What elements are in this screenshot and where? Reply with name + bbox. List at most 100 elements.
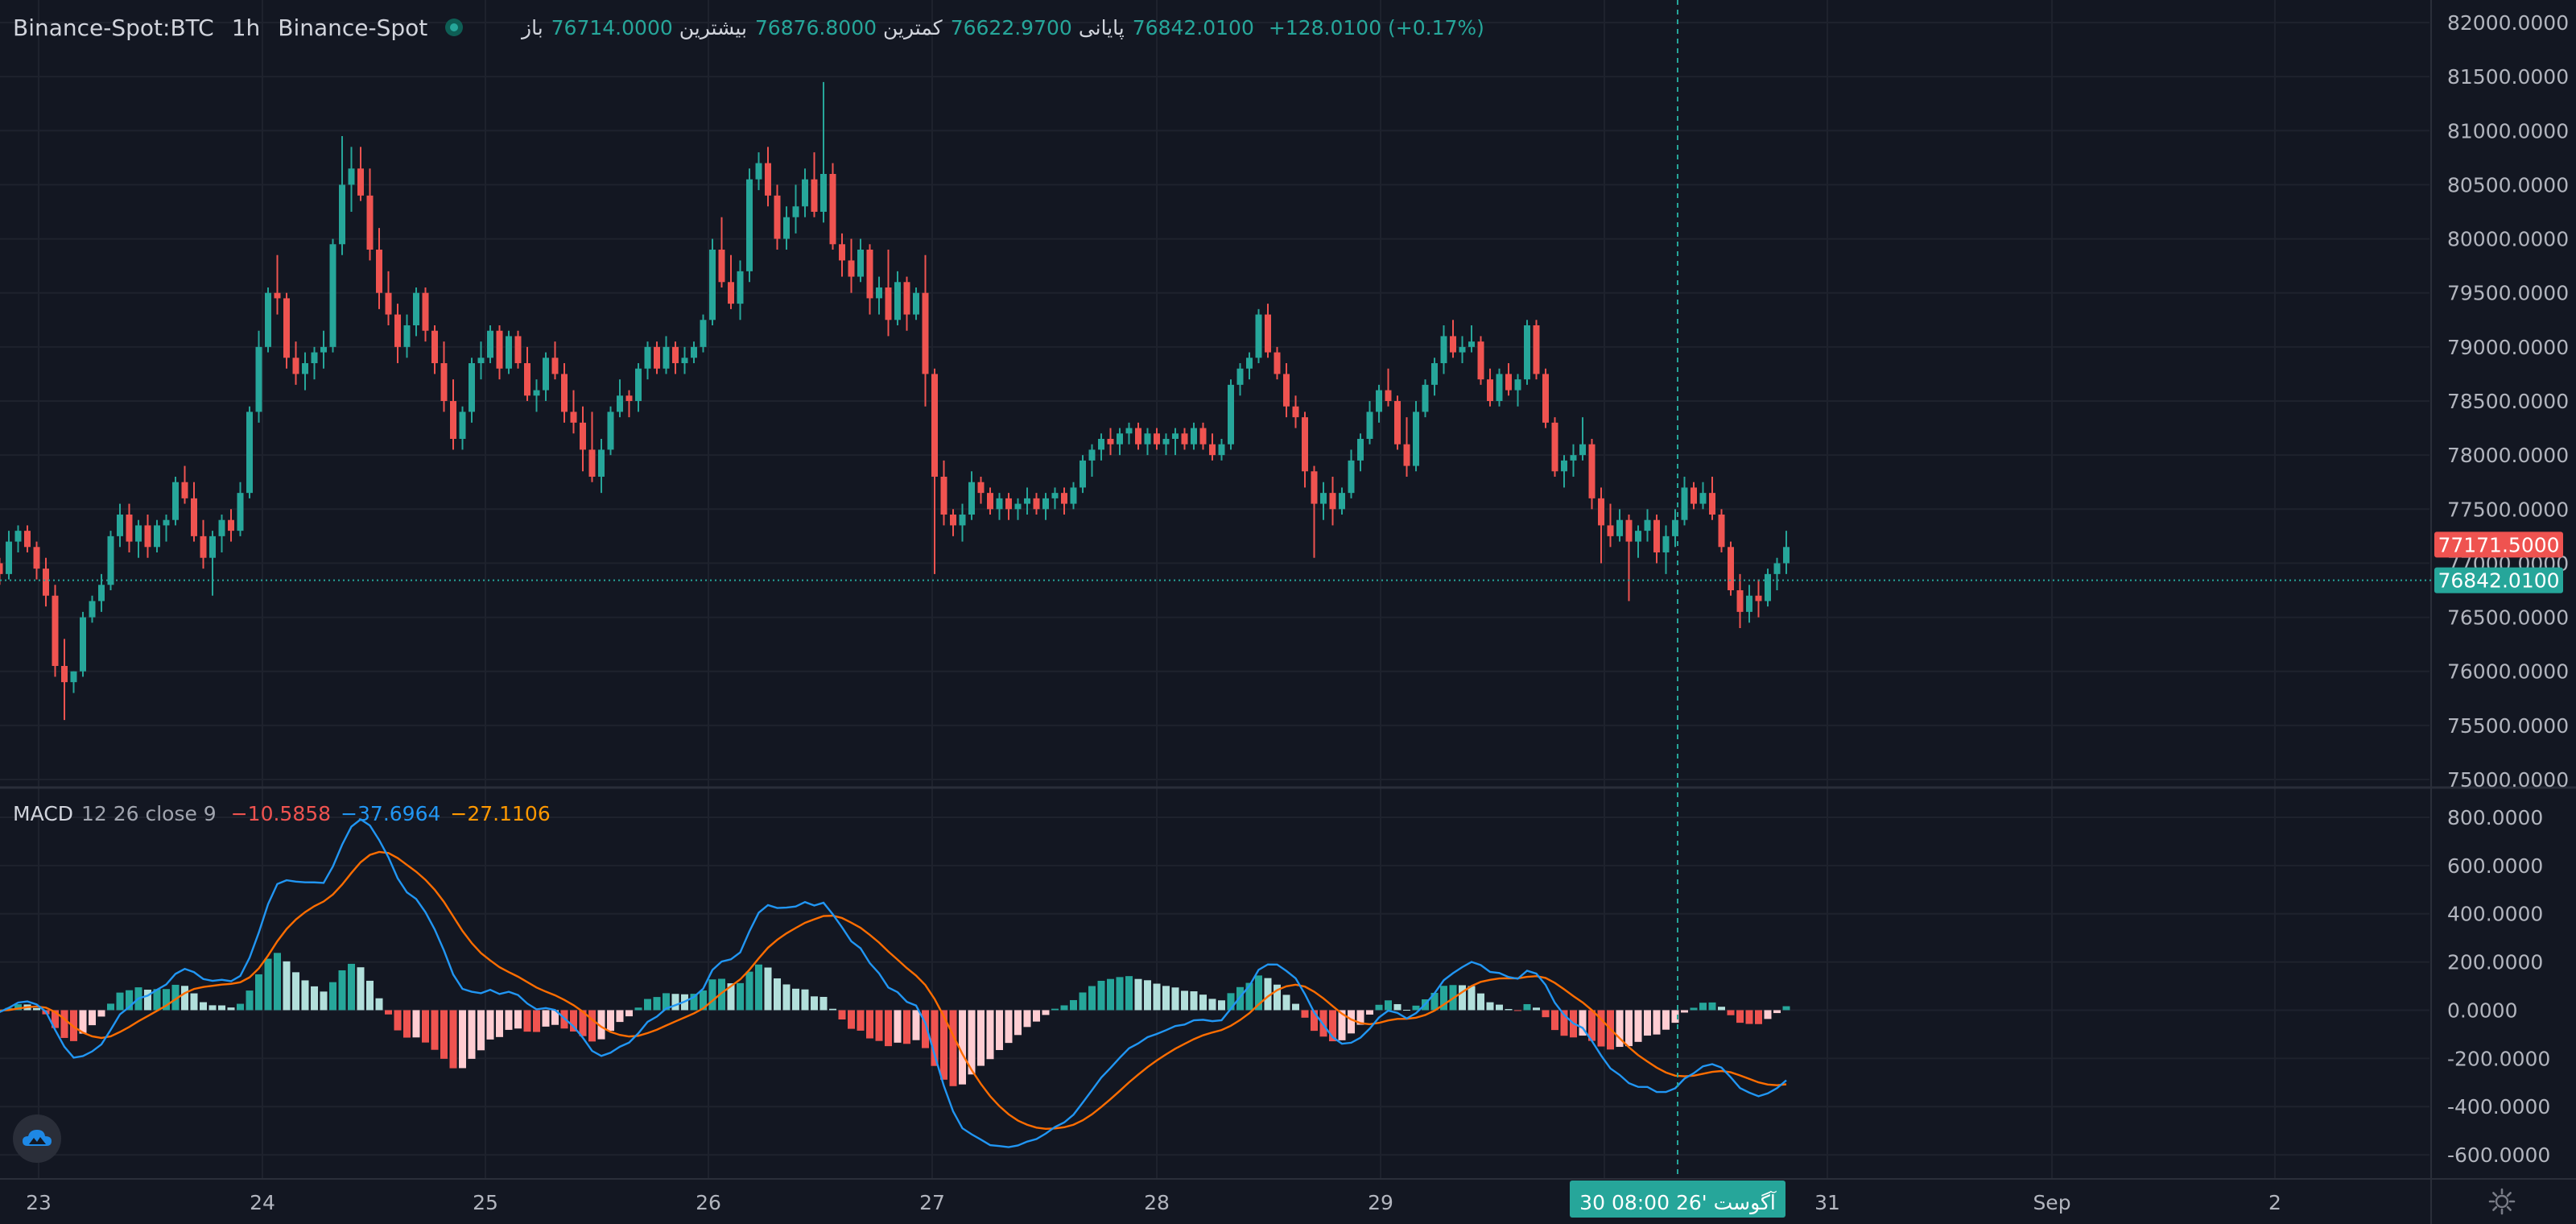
histogram-bar [171, 984, 180, 1011]
histogram-bar [1616, 1010, 1624, 1048]
histogram-bar [14, 1004, 22, 1011]
histogram-bar [301, 980, 309, 1011]
candle-body [959, 515, 966, 526]
macd-legend[interactable]: MACD 12 26 close 9 −10.5858 −37.6964 −27… [13, 797, 551, 829]
histogram-bar [968, 1010, 976, 1075]
candle-body [1765, 573, 1771, 602]
candle-body [617, 395, 623, 412]
candle-body [857, 250, 864, 277]
candle-body [580, 422, 586, 450]
histogram-bar [1107, 978, 1114, 1011]
time-tick-label: 24 [250, 1191, 275, 1214]
histogram-bar [977, 1010, 985, 1066]
histogram-bar [857, 1010, 865, 1031]
candle-body [1459, 346, 1466, 353]
candle-body [70, 671, 77, 683]
macd-histogram [0, 953, 1790, 1086]
candle-body [477, 358, 485, 363]
candle-body [1736, 590, 1744, 612]
histogram-bar [922, 1010, 929, 1048]
histogram-bar [1496, 1004, 1503, 1011]
histogram-bar [1468, 986, 1476, 1011]
gear-icon[interactable] [2487, 1187, 2516, 1216]
candle-body [1662, 536, 1670, 552]
histogram-bar [1338, 1010, 1346, 1040]
candle-body [1154, 433, 1160, 445]
symbol-header[interactable]: Binance-Spot:BTC 1h Binance-Spot [13, 11, 487, 43]
candle-body [940, 477, 947, 515]
symbol-name[interactable]: Binance-Spot:BTC [13, 14, 214, 41]
histogram-bar [1274, 984, 1281, 1011]
price-tick-label: 76500.0000 [2447, 606, 2569, 630]
candle-body [1283, 374, 1290, 407]
histogram-bar [403, 1010, 411, 1038]
histogram-bar [1653, 1010, 1661, 1035]
candle-body [265, 292, 271, 347]
histogram-bar [1348, 1010, 1355, 1034]
candle-body [154, 525, 160, 548]
histogram-bar [931, 1010, 939, 1066]
histogram-bar [1033, 1010, 1040, 1022]
histogram-bar [663, 993, 670, 1011]
low-value: 76622.9700 [950, 15, 1072, 39]
macd-tick-label: 800.0000 [2447, 806, 2543, 829]
signal-line [0, 850, 1787, 1131]
candle-body [1450, 336, 1456, 353]
cloud-logo-icon[interactable] [13, 1114, 61, 1163]
candle-body [6, 541, 12, 574]
time-tick-label: 28 [1144, 1191, 1170, 1214]
price-tick-label: 82000.0000 [2447, 11, 2569, 35]
macd-tick-label: 400.0000 [2447, 903, 2543, 926]
candle-body [811, 179, 818, 212]
high-label: بیشترین [679, 15, 747, 39]
histogram-bar [1329, 1010, 1336, 1042]
histogram-bar [33, 1007, 40, 1011]
histogram-bar [1301, 1010, 1309, 1018]
candle-body [1070, 487, 1077, 504]
histogram-bar [838, 1010, 846, 1020]
histogram-bar [1523, 1003, 1531, 1011]
candle-body [820, 174, 827, 212]
histogram-bar [848, 1010, 855, 1029]
candle-body [135, 525, 142, 542]
histogram-bar [1430, 992, 1439, 1011]
candle-body [1681, 487, 1688, 520]
candle-body [1042, 498, 1049, 510]
time-tick-label: 29 [1368, 1191, 1393, 1214]
time-tick-label: 31 [1814, 1191, 1840, 1214]
interval-label[interactable]: 1h [231, 14, 261, 41]
histogram-bar [329, 982, 336, 1011]
time-tick-label: 2 [2268, 1191, 2281, 1214]
candle-body [654, 346, 660, 369]
candle-body [894, 282, 901, 320]
candle-body [126, 515, 133, 542]
candle-body [246, 411, 253, 494]
histogram-bar [894, 1010, 902, 1043]
histogram-bar [190, 993, 198, 1011]
histogram-bar [1245, 982, 1253, 1011]
histogram-bar [1533, 1007, 1540, 1011]
candle-body [625, 395, 633, 401]
histogram-bar [1634, 1010, 1642, 1042]
macd-histogram-value: −10.5858 [230, 801, 332, 825]
histogram-bar [1597, 1010, 1605, 1047]
histogram-bar [1782, 1006, 1790, 1011]
candle-body [228, 519, 234, 531]
price-tick-label: 76000.0000 [2447, 660, 2569, 684]
candle-body [469, 363, 475, 412]
candle-body [218, 519, 225, 536]
histogram-bar [181, 986, 188, 1011]
candle-body [181, 482, 188, 498]
candle-body [1320, 493, 1327, 504]
histogram-bar [523, 1010, 531, 1032]
candle-body [43, 569, 49, 596]
histogram-bar [1023, 1010, 1031, 1028]
candle-body [885, 287, 892, 320]
histogram-bar [774, 978, 781, 1011]
low-label: کمترین [883, 15, 943, 39]
histogram-bar [1588, 1010, 1596, 1041]
time-tick-label: 25 [473, 1191, 498, 1214]
histogram-bar [996, 1010, 1003, 1050]
